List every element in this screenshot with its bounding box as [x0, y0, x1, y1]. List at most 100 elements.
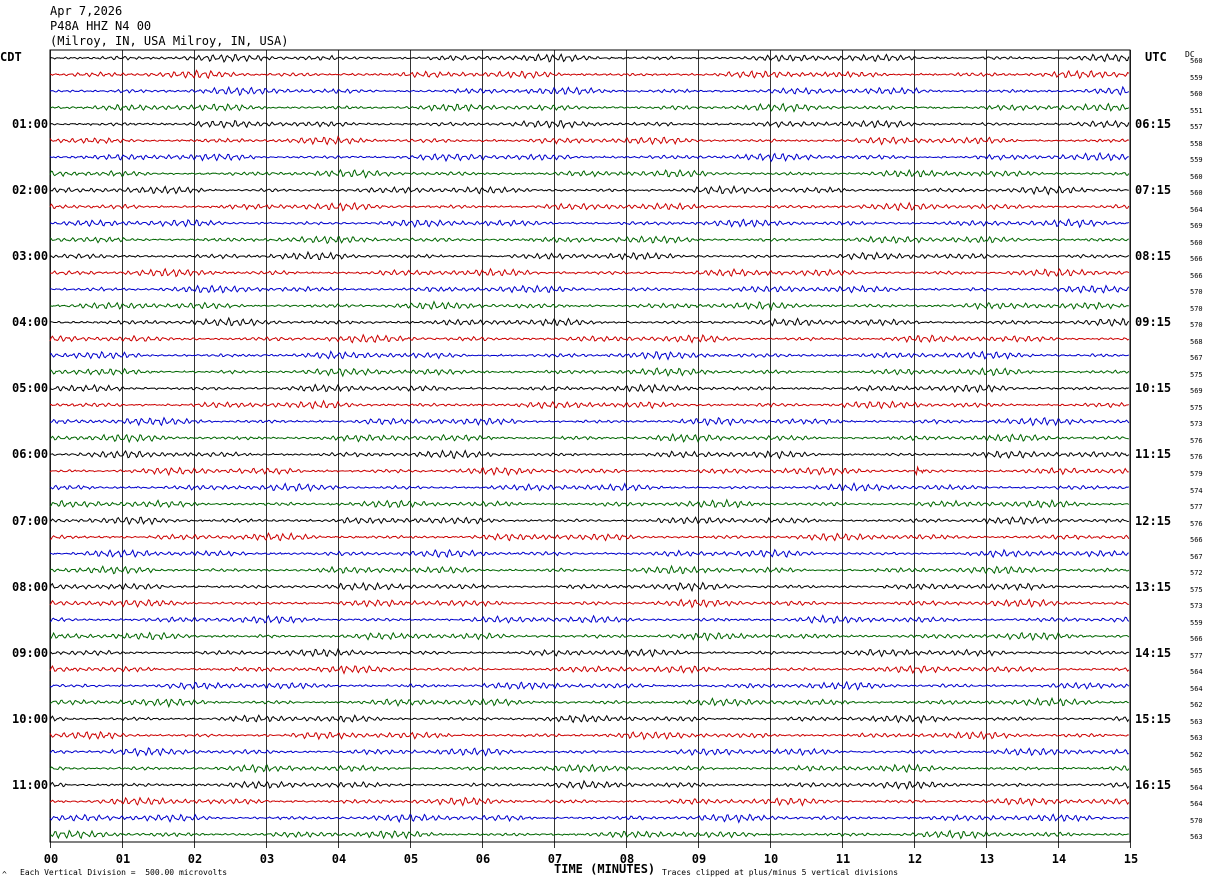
trace-line — [49, 713, 1130, 724]
x-tick-label: 09 — [691, 852, 707, 866]
plot-frame — [49, 49, 1131, 843]
trace-line — [49, 564, 1130, 575]
trace-line — [49, 532, 1130, 542]
trace-line — [49, 168, 1130, 179]
x-tick-label: 11 — [835, 852, 851, 866]
left-timezone: CDT — [0, 50, 22, 64]
left-hour-label: 05:00 — [12, 381, 49, 396]
header-station: P48A HHZ N4 00 — [50, 19, 152, 33]
trace-line — [49, 449, 1130, 460]
dc-offset-label: 574 — [1190, 486, 1203, 495]
trace-line — [49, 747, 1129, 757]
dc-offset-label: 559 — [1190, 156, 1203, 165]
trace-line — [49, 235, 1129, 245]
left-hour-label: 02:00 — [12, 183, 49, 198]
trace-line — [49, 796, 1130, 807]
trace-line — [49, 53, 1130, 63]
right-hour-label: 06:15 — [1135, 117, 1172, 132]
dc-offset-label: 569 — [1190, 387, 1203, 396]
trace-line — [49, 350, 1130, 361]
dc-offset-label: 570 — [1190, 288, 1203, 297]
dc-offset-label: 563 — [1190, 717, 1203, 726]
trace-line — [49, 85, 1130, 97]
left-hour-label: 01:00 — [12, 117, 49, 132]
dc-offset-label: 566 — [1190, 536, 1203, 545]
dc-offset-label: 566 — [1190, 635, 1203, 644]
dc-offset-label: 577 — [1190, 503, 1203, 512]
x-tick-label: 12 — [907, 852, 923, 866]
trace-line — [49, 383, 1130, 394]
right-hour-label: 14:15 — [1135, 645, 1172, 660]
trace-line — [49, 218, 1130, 229]
right-hour-label: 09:15 — [1135, 315, 1172, 330]
dc-offset-label: 560 — [1190, 57, 1203, 65]
trace-line — [49, 267, 1130, 278]
dc-offset-label: 570 — [1190, 304, 1203, 313]
dc-offset-label: 560 — [1190, 172, 1203, 181]
x-tick-label: 02 — [187, 852, 203, 866]
trace-line — [49, 284, 1130, 294]
x-tick-label: 06 — [475, 852, 491, 866]
dc-offset-label: 576 — [1190, 519, 1203, 528]
dc-offset-label: 566 — [1190, 255, 1203, 264]
dc-offset-label: 573 — [1190, 420, 1203, 429]
dc-offset-label: 572 — [1190, 569, 1203, 578]
clip-note: Traces clipped at plus/minus 5 vertical … — [662, 868, 899, 877]
dc-offset-label: 575 — [1190, 370, 1203, 379]
dc-offset-label: 564 — [1190, 205, 1203, 214]
right-hour-label: 10:15 — [1135, 381, 1172, 396]
trace-line — [49, 367, 1130, 378]
trace-line — [49, 581, 1130, 593]
trace-line — [49, 432, 1129, 444]
dc-offset-label: 576 — [1190, 436, 1203, 445]
x-tick-label: 00 — [43, 852, 59, 866]
dc-offset-label: 564 — [1190, 684, 1203, 693]
vertical-division-note: Each Vertical Division = 500.00 microvol… — [20, 868, 228, 877]
trace-line — [49, 184, 1129, 196]
right-hour-label: 07:15 — [1135, 183, 1172, 198]
x-tick-label: 01 — [115, 852, 131, 866]
dc-offset-label: 575 — [1190, 585, 1203, 594]
trace-line — [49, 465, 1129, 477]
right-hour-label: 13:15 — [1135, 579, 1172, 594]
trace-line — [49, 696, 1129, 709]
trace-line — [49, 813, 1129, 824]
dc-offset-label: 559 — [1190, 73, 1203, 82]
dc-offset-label: 560 — [1190, 238, 1203, 247]
left-hour-label: 07:00 — [12, 513, 49, 528]
trace-line — [49, 548, 1129, 559]
dc-offset-label: 564 — [1190, 783, 1203, 792]
trace-line — [50, 399, 1129, 410]
dc-offset-label: 562 — [1190, 701, 1203, 710]
trace-line — [49, 481, 1129, 493]
left-hour-label: 10:00 — [12, 711, 49, 726]
dc-offset-label: 559 — [1190, 618, 1203, 627]
trace-line — [49, 69, 1130, 80]
dc-offset-label: 577 — [1190, 651, 1203, 660]
right-hour-label: 15:15 — [1135, 711, 1172, 726]
dc-offset-label: 563 — [1190, 734, 1203, 743]
trace-line — [49, 680, 1130, 691]
trace-line — [49, 498, 1130, 509]
trace-line — [49, 779, 1130, 790]
dc-offset-label: 564 — [1190, 800, 1203, 809]
x-tick-label: 14 — [1051, 852, 1067, 866]
x-tick-label: 03 — [259, 852, 275, 866]
dc-offset-label: 564 — [1190, 668, 1203, 677]
dc-offset-label: 562 — [1190, 750, 1203, 759]
x-axis-title: TIME (MINUTES) — [554, 862, 656, 876]
x-tick-label: 07 — [547, 852, 563, 866]
trace-line — [49, 647, 1129, 658]
trace-line — [49, 598, 1129, 609]
trace-line — [49, 333, 1130, 344]
trace-line — [49, 829, 1129, 840]
corner-mark: ^ — [2, 870, 7, 879]
right-timezone: UTC — [1145, 50, 1167, 64]
trace-line — [49, 631, 1130, 642]
dc-offset-label: 579 — [1190, 470, 1203, 478]
trace-line — [49, 763, 1130, 774]
dc-offset-label: 566 — [1190, 271, 1203, 280]
trace-line — [49, 614, 1130, 625]
dc-offset-label: 573 — [1190, 602, 1203, 611]
dc-header: DC — [1185, 50, 1195, 59]
